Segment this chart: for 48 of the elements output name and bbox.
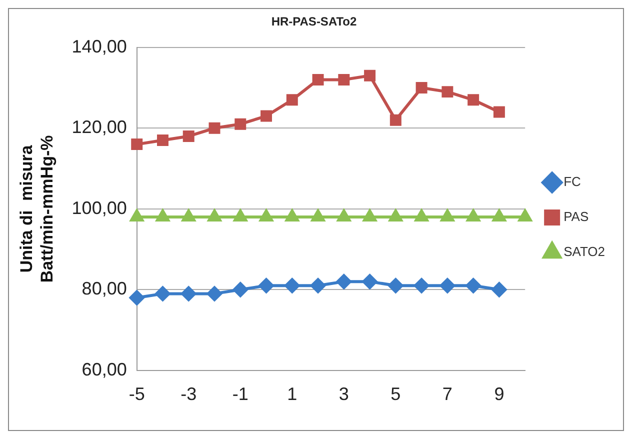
- y-tick-label: 140,00: [72, 36, 127, 56]
- point: [492, 282, 507, 298]
- point: [208, 122, 220, 134]
- point: [416, 82, 428, 94]
- legend-label: PAS: [564, 209, 589, 224]
- y-tick-label: 60,00: [82, 359, 127, 380]
- point: [182, 130, 194, 142]
- x-tick-label: 5: [390, 384, 401, 404]
- legend-label: FC: [564, 174, 581, 190]
- point: [312, 74, 324, 86]
- point: [338, 74, 350, 86]
- y-tick-label: 80,00: [82, 278, 127, 299]
- chart-title: HR-PAS-SATo2: [271, 14, 357, 29]
- point: [364, 70, 376, 82]
- point: [155, 286, 170, 302]
- point: [260, 110, 272, 122]
- x-tick-label: 7: [442, 384, 452, 404]
- point: [181, 286, 196, 302]
- point: [234, 118, 246, 130]
- x-tick-label: 3: [338, 384, 349, 404]
- point: [156, 134, 168, 146]
- point: [129, 290, 144, 306]
- x-tick-label: 9: [494, 384, 504, 404]
- y-tick-label: 120,00: [72, 117, 127, 138]
- point: [442, 86, 454, 98]
- point: [388, 278, 404, 294]
- point: [232, 282, 248, 298]
- point: [493, 106, 505, 118]
- point: [258, 278, 274, 294]
- point: [131, 138, 143, 150]
- legend-label: SATO2: [564, 244, 606, 260]
- point: [362, 274, 378, 290]
- point: [284, 278, 300, 294]
- y-tick-label: 100,00: [72, 198, 127, 218]
- point: [414, 278, 430, 294]
- point: [390, 114, 402, 126]
- y-axis-title: Unita di misura Batt/min-mmHg-%: [16, 135, 56, 283]
- x-tick-label: 1: [287, 384, 298, 404]
- x-tick-label: -3: [180, 384, 197, 404]
- point: [286, 94, 298, 106]
- point: [468, 94, 480, 106]
- point: [336, 274, 352, 290]
- x-tick-label: -5: [128, 384, 145, 404]
- point: [207, 286, 222, 302]
- x-tick-label: -1: [232, 384, 248, 404]
- point: [466, 278, 481, 294]
- point: [310, 278, 326, 294]
- point: [440, 278, 455, 294]
